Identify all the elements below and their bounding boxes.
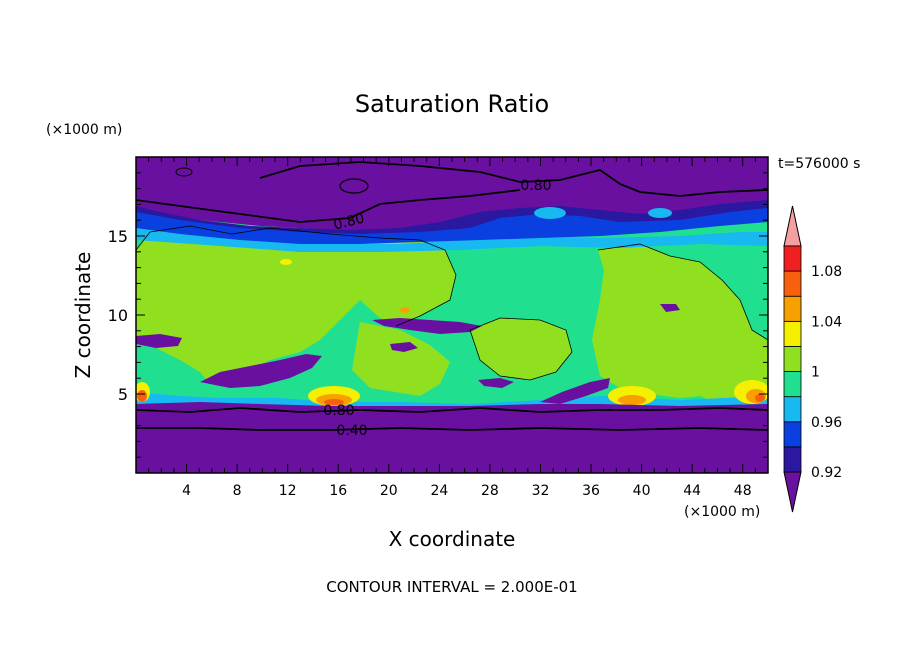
colorbar-bin [783,371,802,398]
x-tick-label: 20 [380,483,398,499]
x-axis-ticks [148,157,756,473]
region-lime-left [136,226,456,384]
x-unit-label: (×1000 m) [684,504,760,520]
region-lime-center [470,318,572,380]
cyan-patch-top [534,207,566,219]
contour-label: 0.80 [520,178,551,194]
colorbar-bin [783,245,802,272]
contour-line-080-top [259,161,768,197]
x-tick-label: 4 [182,483,191,499]
colorbar-bin [783,421,802,448]
colorbar-bin [783,320,802,347]
contour-line-040 [136,427,768,431]
region-lime-right [592,244,768,406]
colorbar-bin [783,346,802,372]
mid-dry-pockets [136,304,680,404]
x-tick-label: 48 [734,483,752,499]
colorbar-extension-low [783,471,802,513]
x-tick-label: 32 [532,483,550,499]
colorbar-bin [783,295,802,322]
contour-line-1-center [469,317,573,381]
colorbar-extension-high [783,205,802,247]
chart-title: Saturation Ratio [355,90,549,118]
colorbar-tick-label: 1.08 [811,264,842,280]
contour-interval-note: CONTOUR INTERVAL = 2.000E-01 [326,578,577,596]
colorbar-bin [783,446,802,473]
x-tick-label: 16 [329,483,347,499]
x-tick-label: 12 [279,483,297,499]
contour-line-1-left [136,225,457,327]
y-axis-ticks [136,172,768,458]
colorbar: 1.08 1.04 1 0.96 0.92 [783,205,842,513]
warm-spots [136,259,768,406]
contour-line-080-lower [136,407,768,413]
colorbar-tick-label: 0.96 [811,415,842,431]
colorbar-bin [783,396,802,423]
contour-lines [136,161,768,431]
y-tick-label: 5 [118,385,128,404]
x-tick-label: 44 [683,483,701,499]
contour-loop-top [339,178,369,194]
colorbar-tick-label: 0.92 [811,465,842,481]
region-lime-mid [352,322,450,396]
region-bright-blue-top [136,208,768,244]
colorbar-tick-label: 1 [811,365,820,381]
region-dry-bottom [136,402,768,473]
y-unit-label: (×1000 m) [46,122,122,138]
colorbar-bin [783,270,802,297]
contour-label: 0.40 [336,423,367,439]
contour-fill [136,157,768,473]
y-axis-title: Z coordinate [71,252,95,379]
time-label: t=576000 s [778,156,860,172]
contour-line-1-right [597,243,768,341]
contour-label: 0.80 [323,403,354,419]
x-tick-label: 36 [582,483,600,499]
x-tick-label: 8 [233,483,242,499]
y-tick-label: 15 [108,227,128,246]
cyan-patch-top-2 [648,208,672,218]
y-axis-tick-labels: 5 10 15 [108,227,128,404]
x-tick-label: 28 [481,483,499,499]
x-tick-label: 40 [633,483,651,499]
y-tick-label: 10 [108,306,128,325]
contour-loop-small [175,167,193,177]
region-cyan-upper [136,226,768,252]
contour-line-080-upper [136,189,521,223]
region-cyan-low [136,392,768,408]
colorbar-tick-label: 1.04 [811,314,842,330]
contour-label: 0.80 [332,211,366,234]
contour-labels: 0.80 0.80 0.80 0.40 [323,178,551,439]
x-axis-tick-labels: 4 8 12 16 20 24 28 32 36 40 44 48 [182,483,752,499]
x-axis-title: X coordinate [389,527,516,551]
x-tick-label: 24 [430,483,448,499]
